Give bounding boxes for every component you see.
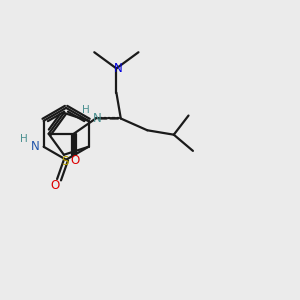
Text: N: N	[93, 112, 102, 125]
Text: N: N	[113, 62, 122, 75]
Text: H: H	[20, 134, 28, 143]
Text: O: O	[51, 178, 60, 191]
Text: H: H	[82, 105, 90, 115]
Text: N: N	[31, 140, 40, 153]
Text: O: O	[70, 154, 80, 167]
Text: S: S	[62, 155, 69, 168]
